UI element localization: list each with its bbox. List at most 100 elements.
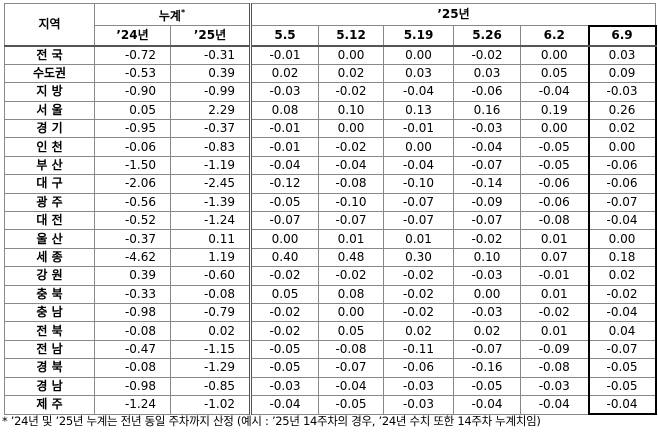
region-cell: 광 주 [4, 192, 95, 213]
value-cell: -0.07 [587, 339, 657, 360]
table-row: 전 북 -0.08 0.02 -0.02 0.05 0.02 0.02 0.01 0.04 [4, 321, 657, 341]
value-cell: -2.45 [170, 174, 252, 194]
value-cell: -0.12 [250, 174, 319, 194]
value-cell: 0.02 [383, 321, 454, 341]
value-cell: 0.05 [250, 284, 319, 304]
value-cell: -0.16 [453, 358, 521, 378]
region-cell: 전 국 [4, 45, 95, 65]
value-cell: -0.02 [318, 266, 384, 286]
value-cell: -0.03 [250, 82, 319, 102]
value-cell: -0.02 [250, 321, 319, 341]
value-cell: -0.01 [250, 45, 319, 65]
value-cell: -0.04 [587, 302, 657, 323]
region-cell: 강 원 [4, 266, 95, 286]
region-cell: 인 천 [4, 137, 95, 157]
value-cell: 0.00 [383, 45, 454, 65]
value-cell: 0.02 [453, 321, 521, 341]
value-cell: -0.03 [453, 302, 521, 323]
value-cell: 0.39 [170, 63, 252, 84]
value-cell: -0.08 [318, 174, 384, 194]
value-cell: -0.04 [250, 394, 319, 415]
table-row: 대 전 -0.52 -1.24 -0.07 -0.07 -0.07 -0.07 -0.08 -0… [4, 211, 657, 231]
region-cell: 부 산 [4, 155, 95, 176]
column-header: 5.5 [250, 25, 319, 47]
region-cell: 제 주 [4, 394, 95, 415]
value-cell: -1.24 [94, 394, 171, 415]
value-cell: 0.00 [318, 45, 384, 65]
region-cell: 경 기 [4, 119, 95, 139]
value-cell: -1.15 [170, 339, 252, 360]
value-cell: -0.47 [94, 339, 171, 360]
table-row: 서 울 0.05 2.29 0.08 0.10 0.13 0.16 0.19 0.26 [4, 100, 657, 121]
value-cell: 0.10 [453, 247, 521, 268]
table-row: 대 구 -2.06 -2.45 -0.12 -0.08 -0.10 -0.14 -0.06 -0… [4, 174, 657, 194]
value-cell: -0.04 [383, 82, 454, 102]
value-cell: 0.05 [94, 100, 171, 121]
value-cell: -0.90 [94, 82, 171, 102]
table-row: 경 남 -0.98 -0.85 -0.03 -0.04 -0.03 -0.05 -0.03 -0… [4, 376, 657, 396]
value-cell: -0.02 [587, 284, 657, 304]
value-cell: -0.08 [520, 358, 589, 378]
value-cell: -1.19 [170, 155, 252, 176]
value-cell: -0.07 [383, 192, 454, 213]
header-cell: ’25년 [249, 3, 657, 26]
table-body: 전 국 -0.72 -0.31 -0.01 0.00 0.00 -0.02 0.00 0.03 수… [4, 45, 657, 416]
table-row: 충 북 -0.33 -0.08 0.05 0.08 -0.02 0.00 0.01 -0.02 [4, 284, 657, 304]
value-cell: 0.07 [520, 247, 589, 268]
value-cell: -0.02 [383, 266, 454, 286]
value-cell: -0.02 [383, 284, 454, 304]
value-cell: -0.03 [453, 266, 521, 286]
value-cell: 0.00 [318, 302, 384, 323]
value-cell: -0.37 [170, 119, 252, 139]
value-cell: 0.04 [587, 321, 657, 341]
value-cell: -0.04 [318, 155, 384, 176]
column-header: 5.12 [318, 25, 384, 47]
value-cell: -0.07 [453, 339, 521, 360]
table-row: 전 남 -0.47 -1.15 -0.05 -0.08 -0.11 -0.07 -0.09 -0… [4, 339, 657, 360]
column-header: 5.26 [453, 25, 521, 47]
value-cell: -0.99 [170, 82, 252, 102]
value-cell: -0.04 [587, 211, 657, 231]
table-row: 경 기 -0.95 -0.37 -0.01 0.00 -0.01 -0.03 0.00 0.02 [4, 119, 657, 139]
table-row: 경 북 -0.08 -1.29 -0.05 -0.07 -0.06 -0.16 -0.08 -0… [4, 358, 657, 378]
table-row: 전 국 -0.72 -0.31 -0.01 0.00 0.00 -0.02 0.00 0.03 [4, 45, 657, 65]
value-cell: -0.08 [170, 284, 252, 304]
value-cell: 2.29 [170, 100, 252, 121]
value-cell: -0.05 [318, 394, 384, 415]
value-cell: -0.04 [250, 155, 319, 176]
value-cell: 0.10 [318, 100, 384, 121]
value-cell: -1.39 [170, 192, 252, 213]
value-cell: -0.05 [250, 358, 319, 378]
value-cell: -0.83 [170, 137, 252, 157]
value-cell: 0.00 [383, 137, 454, 157]
value-cell: -0.06 [520, 192, 589, 213]
column-header: ’25년 [170, 25, 252, 47]
value-cell: -0.08 [318, 339, 384, 360]
table-row: 제 주 -1.24 -1.02 -0.04 -0.05 -0.03 -0.04 -0.04 -0… [4, 394, 657, 416]
region-cell: 수도권 [4, 63, 95, 84]
table-row: 울 산 -0.37 0.11 0.00 0.01 0.01 -0.02 0.01 0.00 [4, 229, 657, 249]
value-cell: 0.00 [453, 284, 521, 304]
region-cell: 대 전 [4, 211, 95, 231]
value-cell: -0.85 [170, 376, 252, 396]
table-row: 수도권 -0.53 0.39 0.02 0.02 0.03 0.03 0.05 0.09 [4, 63, 657, 84]
value-cell: 0.02 [318, 63, 384, 84]
value-cell: -0.07 [318, 358, 384, 378]
value-cell: -0.60 [170, 266, 252, 286]
value-cell: -0.08 [94, 358, 171, 378]
value-cell: -0.98 [94, 376, 171, 396]
value-cell: -0.33 [94, 284, 171, 304]
value-cell: -0.01 [520, 266, 589, 286]
value-cell: 0.00 [587, 137, 657, 157]
header-cell: 지역 [4, 3, 95, 47]
value-cell: -0.07 [383, 211, 454, 231]
region-cell: 전 북 [4, 321, 95, 341]
value-cell: -0.04 [520, 82, 589, 102]
value-cell: -0.06 [520, 174, 589, 194]
value-cell: 0.48 [318, 247, 384, 268]
value-cell: -0.05 [520, 155, 589, 176]
value-cell: 0.09 [587, 63, 657, 84]
table-row: 강 원 0.39 -0.60 -0.02 -0.02 -0.02 -0.03 -0.01 0.0… [4, 266, 657, 286]
table-row: 광 주 -0.56 -1.39 -0.05 -0.10 -0.07 -0.09 -0.06 -0… [4, 192, 657, 213]
